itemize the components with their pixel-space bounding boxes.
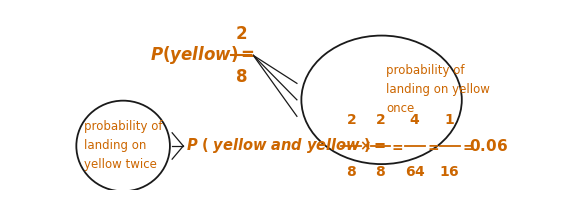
Text: $\boldsymbol{P(yellow) =}$: $\boldsymbol{P(yellow) =}$: [150, 44, 255, 66]
Text: $\mathbf{0.06}$: $\mathbf{0.06}$: [469, 138, 508, 154]
Text: $\mathbf{\times}$: $\mathbf{\times}$: [359, 139, 371, 153]
Text: $\mathbf{2}$: $\mathbf{2}$: [346, 113, 356, 127]
Text: $\mathbf{=}$: $\mathbf{=}$: [389, 139, 404, 153]
Text: $\mathbf{1}$: $\mathbf{1}$: [444, 113, 455, 127]
Text: $\mathbf{8}$: $\mathbf{8}$: [235, 68, 247, 86]
Text: $\boldsymbol{P}$ $\boldsymbol{(\ yellow\ and\ yellow\ )=}$: $\boldsymbol{P}$ $\boldsymbol{(\ yellow\…: [186, 137, 386, 155]
Text: $\mathbf{8}$: $\mathbf{8}$: [346, 165, 356, 179]
Text: probability of
landing on
yellow twice: probability of landing on yellow twice: [84, 120, 162, 171]
Text: $\mathbf{4}$: $\mathbf{4}$: [409, 113, 420, 127]
Text: $\mathbf{=}$: $\mathbf{=}$: [460, 139, 475, 153]
Text: $\mathbf{64}$: $\mathbf{64}$: [405, 165, 426, 179]
Text: $\mathbf{8}$: $\mathbf{8}$: [375, 165, 386, 179]
Text: $\mathbf{16}$: $\mathbf{16}$: [439, 165, 460, 179]
Text: $\mathbf{2}$: $\mathbf{2}$: [235, 25, 247, 43]
Text: $\mathbf{2}$: $\mathbf{2}$: [375, 113, 386, 127]
Text: $\mathbf{=}$: $\mathbf{=}$: [424, 139, 439, 153]
Text: probability of
landing on yellow
once: probability of landing on yellow once: [386, 64, 490, 115]
